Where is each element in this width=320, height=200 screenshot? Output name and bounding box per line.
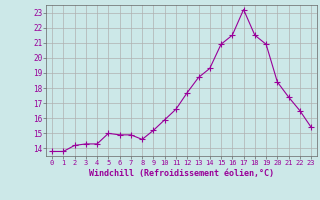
X-axis label: Windchill (Refroidissement éolien,°C): Windchill (Refroidissement éolien,°C) bbox=[89, 169, 274, 178]
